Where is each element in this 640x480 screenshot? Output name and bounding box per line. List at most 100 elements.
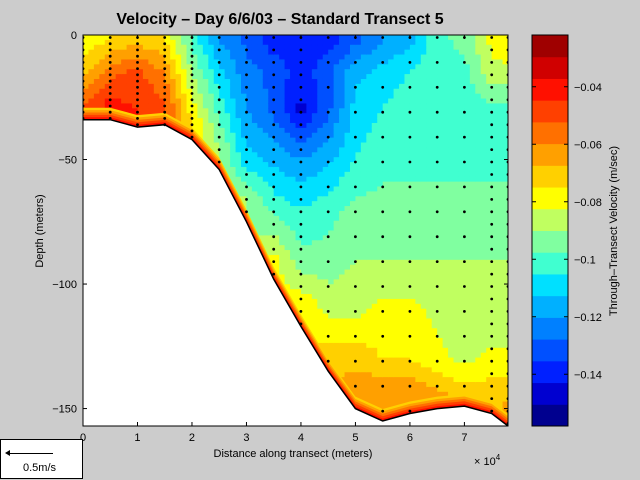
- velocity-cell: [437, 118, 444, 124]
- velocity-cell: [344, 382, 351, 388]
- velocity-cell: [306, 230, 313, 236]
- velocity-cell: [409, 240, 416, 246]
- velocity-cell: [426, 162, 433, 168]
- velocity-cell: [208, 78, 215, 85]
- sample-marker: [490, 135, 494, 139]
- velocity-cell: [273, 201, 280, 207]
- velocity-cell: [388, 122, 395, 129]
- sample-marker: [490, 148, 494, 152]
- velocity-cell: [469, 113, 476, 119]
- sample-marker: [217, 135, 221, 139]
- velocity-cell: [399, 274, 406, 280]
- velocity-cell: [164, 98, 171, 105]
- velocity-cell: [458, 83, 466, 90]
- velocity-cell: [349, 245, 357, 251]
- velocity-cell: [399, 191, 406, 197]
- velocity-cell: [306, 264, 313, 271]
- velocity-cell: [230, 132, 237, 139]
- velocity-cell: [322, 171, 329, 178]
- velocity-cell: [475, 250, 482, 256]
- velocity-cell: [393, 83, 400, 90]
- velocity-cell: [431, 372, 438, 378]
- velocity-cell: [480, 152, 487, 158]
- velocity-cell: [464, 54, 471, 61]
- velocity-cell: [355, 254, 362, 261]
- velocity-cell: [382, 264, 389, 271]
- velocity-cell: [104, 35, 111, 41]
- velocity-cell: [306, 108, 313, 114]
- sample-marker: [272, 260, 276, 263]
- velocity-cell: [448, 372, 455, 378]
- velocity-cell: [262, 201, 269, 207]
- velocity-cell: [431, 88, 438, 95]
- velocity-cell: [126, 35, 133, 41]
- velocity-cell: [464, 152, 471, 158]
- velocity-cell: [360, 157, 367, 163]
- velocity-cell: [464, 118, 471, 124]
- velocity-cell: [393, 254, 400, 261]
- velocity-cell: [448, 127, 455, 134]
- velocity-cell: [377, 59, 384, 65]
- velocity-cell: [475, 88, 482, 95]
- velocity-cell: [371, 108, 378, 114]
- velocity-cell: [366, 54, 373, 61]
- sample-marker: [190, 104, 194, 108]
- velocity-cell: [415, 93, 422, 100]
- velocity-cell: [491, 289, 498, 295]
- velocity-cell: [142, 88, 149, 95]
- sample-marker: [326, 36, 330, 39]
- velocity-cell: [491, 74, 498, 80]
- velocity-cell: [191, 118, 199, 124]
- velocity-cell: [328, 289, 335, 295]
- velocity-cell: [377, 235, 384, 241]
- velocity-cell: [453, 264, 460, 271]
- velocity-cell: [349, 210, 357, 217]
- velocity-cell: [420, 342, 427, 349]
- velocity-cell: [148, 69, 155, 75]
- velocity-cell: [382, 274, 389, 280]
- velocity-cell: [388, 152, 395, 158]
- velocity-cell: [393, 284, 400, 290]
- velocity-cell: [399, 333, 406, 339]
- velocity-cell: [235, 186, 242, 192]
- velocity-cell: [437, 352, 444, 359]
- velocity-cell: [399, 347, 406, 354]
- velocity-cell: [295, 259, 302, 266]
- velocity-cell: [257, 220, 264, 227]
- velocity-cell: [469, 313, 476, 320]
- velocity-cell: [502, 78, 508, 85]
- velocity-cell: [170, 108, 177, 114]
- velocity-cell: [290, 181, 297, 188]
- velocity-cell: [458, 210, 466, 217]
- sample-marker: [408, 85, 412, 89]
- velocity-cell: [344, 220, 351, 227]
- velocity-cell: [132, 49, 139, 56]
- velocity-cell: [202, 44, 209, 51]
- velocity-cell: [448, 166, 455, 173]
- sample-marker: [490, 310, 494, 313]
- velocity-cell: [486, 254, 493, 261]
- velocity-cell: [241, 196, 248, 202]
- velocity-cell: [382, 44, 389, 51]
- velocity-cell: [328, 137, 335, 144]
- velocity-cell: [257, 44, 264, 51]
- velocity-cell: [300, 220, 307, 227]
- velocity-cell: [317, 206, 324, 212]
- velocity-cell: [344, 103, 351, 109]
- velocity-cell: [502, 93, 508, 100]
- velocity-cell: [448, 162, 455, 168]
- sample-marker: [490, 235, 494, 239]
- velocity-cell: [437, 323, 444, 329]
- velocity-cell: [339, 108, 346, 114]
- velocity-cell: [442, 206, 449, 212]
- velocity-cell: [99, 35, 106, 41]
- velocity-cell: [295, 171, 302, 178]
- sample-marker: [190, 85, 194, 89]
- velocity-cell: [279, 35, 286, 41]
- velocity-cell: [442, 240, 449, 246]
- velocity-cell: [344, 338, 351, 344]
- sample-marker: [190, 135, 194, 139]
- velocity-cell: [360, 220, 367, 227]
- velocity-cell: [453, 35, 460, 41]
- velocity-cell: [448, 142, 455, 149]
